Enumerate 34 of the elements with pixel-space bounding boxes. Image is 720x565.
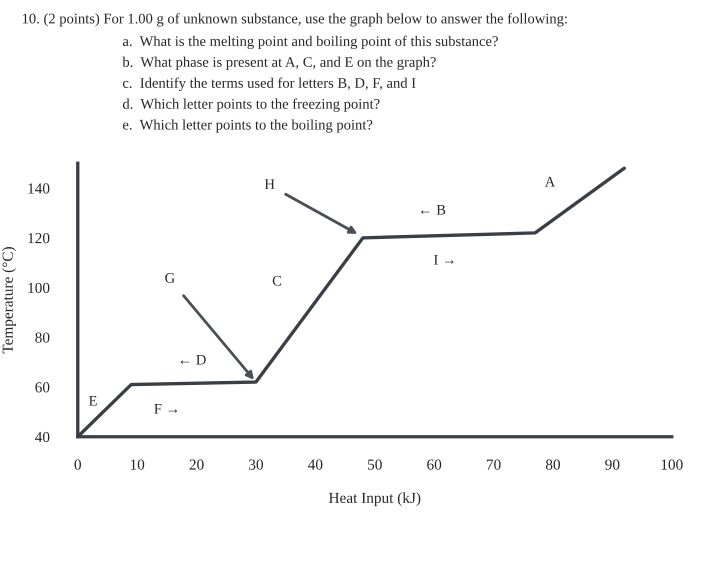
x-tick-label: 10 (130, 459, 144, 470)
y-tick-label: 100 (28, 282, 50, 294)
text: a. What is the melting point and boiling point of this substance? (122, 36, 498, 50)
y-tick-label: 120 (28, 233, 50, 244)
text: b. What phase is present at A, C, and E on the graph? (122, 56, 436, 70)
annotation: E (88, 396, 97, 406)
x-axis-title: Heat Input (kJ) (328, 492, 420, 506)
annotation: ← D (180, 354, 206, 365)
chart-title: 10. (2 points) For 1.00 g of unknown substance, use the graph below to answer the following: (22, 13, 567, 26)
annotation: I → (434, 254, 454, 265)
annotation: F → (154, 404, 178, 414)
x-tick-label: 0 (74, 459, 81, 470)
annotation: ← B (421, 204, 446, 215)
x-tick-label: 80 (546, 459, 560, 470)
x-tick-label: 70 (486, 459, 501, 470)
x-tick-label: 20 (190, 459, 204, 470)
x-tick-label: 50 (368, 459, 382, 470)
text: c. Identify the terms used for letters B, D, F, and I (122, 77, 416, 91)
y-tick-label: 140 (28, 183, 50, 194)
y-tick-label: 60 (35, 382, 50, 392)
annotation: H (264, 179, 274, 189)
y-tick-label: 40 (35, 432, 50, 442)
y-tick-label: 80 (35, 332, 50, 343)
x-tick-label: 90 (605, 459, 620, 470)
x-tick-label: 60 (427, 459, 442, 470)
text: d. Which letter points to the freezing point? (122, 98, 380, 112)
x-tick-label: 100 (662, 459, 683, 470)
x-tick-label: 40 (308, 459, 322, 470)
annotation: G (165, 273, 175, 283)
annotation: A (544, 176, 556, 187)
annotation: C (272, 276, 282, 286)
x-tick-label: 30 (249, 459, 264, 470)
text: e. Which letter points to the boiling point? (122, 119, 372, 133)
y-axis-title: Temperature (°C) (2, 247, 16, 354)
